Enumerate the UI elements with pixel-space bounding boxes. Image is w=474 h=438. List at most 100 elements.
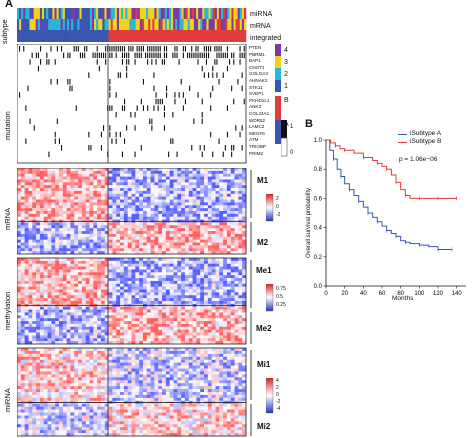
heat-cell (162, 228, 167, 232)
heat-cell (36, 185, 41, 189)
heat-cell (234, 312, 239, 316)
heat-cell (207, 251, 212, 255)
heat-cell (200, 233, 205, 238)
heat-cell (104, 275, 109, 279)
heat-cell (97, 168, 102, 172)
heat-cell (196, 353, 201, 358)
heat-cell (120, 315, 125, 319)
heat-cell (139, 199, 144, 203)
heat-cell (120, 380, 125, 384)
heat-cell (70, 248, 75, 252)
heat-cell (226, 283, 232, 287)
heat-cell (219, 301, 224, 305)
subtype-cell (50, 19, 53, 30)
heat-cell (47, 301, 52, 305)
heat-cell (39, 368, 45, 372)
subtype-cell (154, 19, 157, 30)
heat-cell (150, 233, 155, 238)
heat-cell (43, 323, 48, 328)
heat-cell (104, 312, 109, 316)
heat-cell (169, 222, 174, 226)
heat-cell (32, 231, 37, 235)
subtype-cell (198, 19, 201, 30)
mutation-mark (166, 85, 168, 92)
heat-cell (17, 211, 22, 215)
heat-cell (20, 170, 25, 175)
heat-cell (177, 239, 182, 243)
heat-cell (173, 211, 178, 215)
heat-cell (173, 280, 178, 285)
heat-cell (192, 312, 197, 316)
heat-cell (131, 211, 136, 215)
heat-cell (36, 222, 41, 226)
heat-cell (226, 280, 232, 285)
heat-cell (215, 292, 220, 296)
heat-cell (127, 205, 132, 209)
heat-cell (162, 350, 167, 355)
heat-cell (66, 199, 71, 203)
heat-cell (62, 266, 67, 270)
heat-cell (108, 193, 113, 197)
heat-cell (207, 225, 212, 229)
heat-cell (89, 356, 94, 361)
heat-cell (169, 188, 174, 192)
heat-cell (17, 168, 22, 172)
heat-cell (24, 295, 29, 299)
heat-cell (47, 258, 52, 262)
heat-cell (24, 289, 29, 293)
heat-cell (62, 353, 67, 358)
heat-cell (112, 353, 117, 358)
heat-cell (181, 306, 186, 310)
subtype-cell (64, 30, 68, 42)
heat-cell (177, 196, 182, 200)
heat-cell (66, 272, 71, 276)
heat-cell (39, 176, 45, 180)
heat-cell (230, 292, 235, 296)
heat-cell (184, 205, 190, 209)
heat-cell (47, 236, 52, 240)
heat-cell (70, 179, 75, 183)
heat-cell (177, 173, 182, 177)
heat-cell (139, 292, 144, 296)
heat-cell (158, 332, 163, 336)
heat-cell (66, 383, 71, 387)
heat-cell (32, 371, 37, 375)
heat-cell (51, 251, 56, 255)
heat-cell (85, 242, 90, 246)
heat-cell (173, 365, 178, 369)
heat-cell (158, 301, 163, 305)
heat-cell (47, 245, 52, 249)
heat-cell (158, 348, 163, 352)
heat-cell (58, 292, 64, 296)
heat-cell (100, 231, 106, 235)
heat-cell (204, 193, 209, 197)
heat-cell (58, 242, 64, 246)
heat-cell (58, 335, 64, 339)
mutation-mark (216, 46, 218, 52)
heat-cell (66, 380, 71, 384)
heat-cell (28, 289, 33, 293)
heat-cell (17, 193, 22, 197)
heat-cell (24, 260, 29, 265)
heat-cell (131, 348, 136, 352)
heat-cell (204, 173, 209, 177)
heat-cell (135, 245, 140, 249)
heat-cell (104, 239, 109, 243)
mutation-mark (134, 59, 136, 65)
heat-cell (70, 309, 75, 313)
heat-cell (78, 213, 83, 218)
heat-cell (196, 213, 201, 218)
mutation-mark (115, 131, 117, 138)
heat-cell (104, 199, 109, 203)
subtype-cell (81, 30, 84, 42)
heat-cell (146, 356, 151, 361)
heat-cell (154, 326, 159, 330)
heat-cell (74, 348, 79, 352)
heat-cell (139, 380, 144, 384)
heat-cell (150, 196, 155, 200)
subtype-cell (52, 8, 55, 19)
heat-cell (139, 315, 144, 319)
heat-cell (36, 190, 41, 195)
heat-cell (89, 170, 94, 175)
heat-cell (230, 242, 235, 246)
